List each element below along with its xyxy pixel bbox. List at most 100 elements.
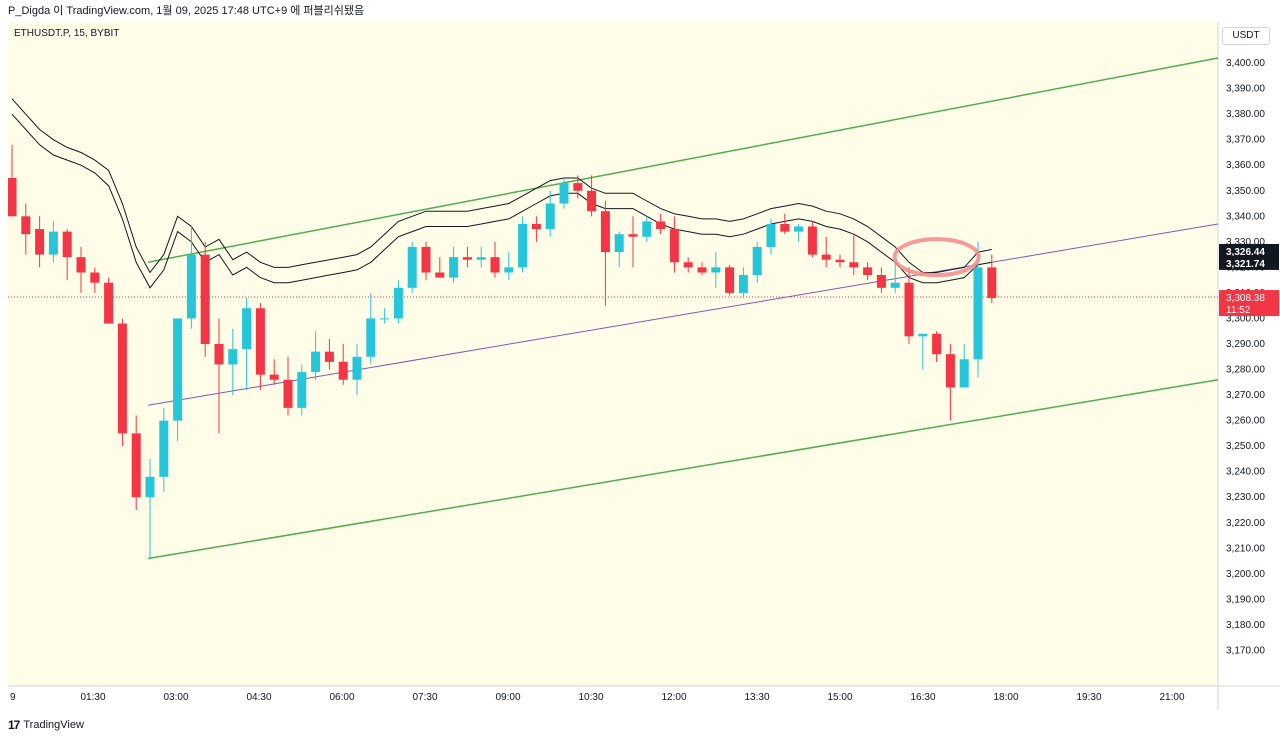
- candle-body[interactable]: [311, 351, 321, 373]
- y-tick-label: 3,350.00: [1226, 186, 1265, 197]
- candle-body[interactable]: [518, 223, 528, 268]
- candle-body[interactable]: [725, 267, 735, 293]
- candle-body[interactable]: [104, 282, 114, 324]
- candle-body[interactable]: [973, 267, 983, 360]
- candle-body[interactable]: [545, 203, 555, 230]
- candle-body[interactable]: [945, 354, 955, 388]
- candle-body[interactable]: [476, 257, 486, 260]
- candle-body[interactable]: [987, 267, 997, 299]
- candle-body[interactable]: [62, 231, 72, 258]
- candle-body[interactable]: [393, 287, 403, 319]
- candle-body[interactable]: [269, 374, 279, 380]
- symbol-label[interactable]: ETHUSDT.P, 15, BYBIT: [14, 28, 120, 39]
- candle-body[interactable]: [959, 359, 969, 388]
- channel-upper-line[interactable]: [147, 57, 1219, 264]
- candle-body[interactable]: [794, 226, 804, 232]
- candle-body[interactable]: [573, 183, 583, 191]
- candle-body[interactable]: [904, 282, 914, 337]
- candle-body[interactable]: [890, 282, 900, 288]
- candle-body[interactable]: [835, 259, 845, 263]
- candle-body[interactable]: [173, 318, 183, 421]
- candle-body[interactable]: [435, 272, 445, 278]
- candle-body[interactable]: [76, 257, 86, 273]
- x-tick-label: 03:00: [163, 692, 188, 703]
- candle-body[interactable]: [407, 246, 417, 288]
- candle-body[interactable]: [214, 344, 224, 365]
- candle-body[interactable]: [614, 234, 624, 253]
- candle-body[interactable]: [186, 254, 196, 319]
- candle-body[interactable]: [807, 226, 817, 255]
- candle-body[interactable]: [504, 267, 514, 273]
- candle-body[interactable]: [324, 351, 334, 362]
- candle-body[interactable]: [766, 223, 776, 247]
- x-tick-label: 9: [10, 692, 16, 703]
- candle-body[interactable]: [283, 379, 293, 408]
- candle-body[interactable]: [863, 267, 873, 276]
- y-tick-label: 3,270.00: [1226, 390, 1265, 401]
- candle-body[interactable]: [352, 356, 362, 380]
- candle-body[interactable]: [821, 254, 831, 260]
- candle-body[interactable]: [738, 275, 748, 293]
- currency-badge[interactable]: USDT: [1222, 27, 1270, 45]
- upper-band-price-badge-bg: [1219, 243, 1279, 258]
- candle-body[interactable]: [932, 333, 942, 355]
- candle-body[interactable]: [531, 223, 541, 230]
- candle-body[interactable]: [338, 361, 348, 380]
- candle-body[interactable]: [159, 420, 169, 477]
- upper-band-line[interactable]: [11, 98, 992, 274]
- candle-body[interactable]: [21, 216, 31, 235]
- x-tick-label: 16:30: [910, 692, 935, 703]
- candle-body[interactable]: [90, 272, 100, 283]
- channel-midline[interactable]: [147, 223, 1219, 406]
- candle-body[interactable]: [35, 229, 45, 255]
- candle-body[interactable]: [490, 257, 500, 273]
- candle-body[interactable]: [628, 234, 638, 237]
- candle-body[interactable]: [780, 223, 790, 232]
- last-price-badge-bg: [1219, 290, 1279, 317]
- candle-body[interactable]: [876, 275, 886, 288]
- y-tick-label: 3,260.00: [1226, 416, 1265, 427]
- y-tick-label: 3,390.00: [1226, 84, 1265, 95]
- highlight-circle-annotation[interactable]: [892, 237, 981, 278]
- candle-body[interactable]: [600, 211, 610, 253]
- candle-body[interactable]: [462, 257, 472, 260]
- candle-body[interactable]: [711, 267, 721, 273]
- lower-band-line[interactable]: [11, 113, 992, 289]
- y-tick-label: 3,290.00: [1226, 339, 1265, 350]
- plot-background[interactable]: [8, 22, 1218, 686]
- candle-body[interactable]: [366, 318, 376, 357]
- tradingview-logo-icon[interactable]: 17: [8, 718, 20, 732]
- candle-body[interactable]: [683, 262, 693, 268]
- candle-body[interactable]: [642, 221, 652, 237]
- candle-body[interactable]: [559, 183, 569, 204]
- brand-name[interactable]: TradingView: [23, 719, 84, 731]
- candle-body[interactable]: [669, 229, 679, 263]
- candle-body[interactable]: [421, 246, 431, 273]
- candle-body[interactable]: [228, 349, 238, 365]
- y-tick-label: 3,250.00: [1226, 441, 1265, 452]
- candle-body[interactable]: [48, 231, 58, 255]
- candle-body[interactable]: [297, 372, 307, 408]
- candle-body[interactable]: [200, 254, 210, 344]
- candle-body[interactable]: [242, 308, 252, 350]
- candle-body[interactable]: [697, 267, 707, 273]
- x-tick-label: 01:30: [80, 692, 105, 703]
- candle-body[interactable]: [380, 318, 390, 320]
- candlestick-chart[interactable]: 3,170.00 3,180.00 3,190.00 3,200.00 3,210.00…: [8, 22, 1280, 710]
- candle-body[interactable]: [255, 308, 265, 375]
- chart-area[interactable]: 3,170.00 3,180.00 3,190.00 3,200.00 3,210.00…: [8, 22, 1280, 710]
- candle-body[interactable]: [752, 246, 762, 276]
- candle-body[interactable]: [131, 433, 141, 498]
- candle-body[interactable]: [587, 190, 597, 212]
- candle-body[interactable]: [656, 221, 666, 230]
- y-tick-label: 3,380.00: [1226, 109, 1265, 120]
- candle-body[interactable]: [849, 262, 859, 268]
- candle-body[interactable]: [449, 257, 459, 278]
- lower-band-price-badge: 3,321.74: [1226, 259, 1265, 270]
- candle-body[interactable]: [117, 323, 127, 434]
- candle-body[interactable]: [8, 178, 17, 217]
- candle-body[interactable]: [918, 333, 928, 337]
- channel-lower-line[interactable]: [147, 379, 1219, 560]
- x-tick-label: 07:30: [412, 692, 437, 703]
- candle-body[interactable]: [145, 476, 155, 498]
